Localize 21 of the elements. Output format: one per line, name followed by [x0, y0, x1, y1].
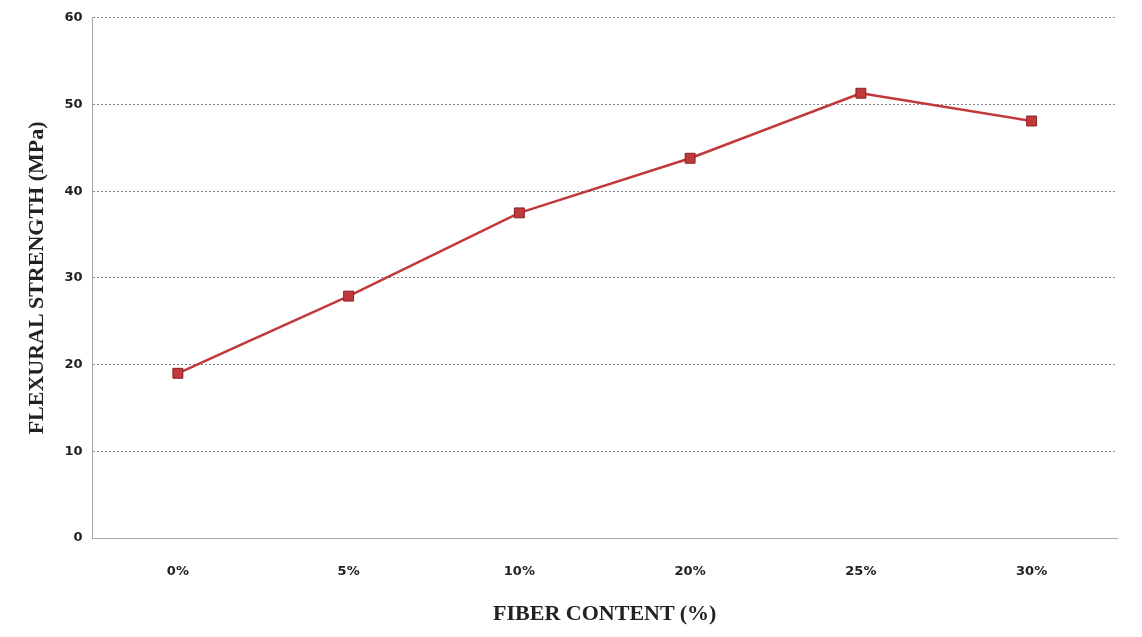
x-axis-title: FIBER CONTENT (%)	[493, 600, 717, 626]
y-tick-label: 50	[64, 95, 83, 111]
y-tick-label: 30	[64, 269, 83, 285]
y-tick-label: 60	[64, 9, 83, 25]
point	[513, 207, 525, 219]
y-tick-label: 40	[64, 182, 83, 198]
x-tick-label: 10%	[503, 563, 535, 579]
y-axis-title: FLEXURAL STRENGTH (MPa)	[22, 121, 48, 435]
point	[855, 87, 867, 99]
x-tick-label: 30%	[1016, 563, 1048, 579]
x-tick-label: 5%	[337, 563, 360, 579]
point	[172, 367, 184, 379]
y-tick-label: 20	[64, 355, 83, 371]
x-tick-label: 20%	[674, 563, 706, 579]
point	[684, 152, 696, 164]
x-tick-label: 0%	[166, 563, 189, 579]
x-tick-label: 25%	[845, 563, 877, 579]
y-tick-label: 0	[73, 529, 83, 545]
y-tick-label: 10	[64, 442, 83, 458]
point	[343, 290, 355, 302]
point	[1026, 115, 1038, 127]
